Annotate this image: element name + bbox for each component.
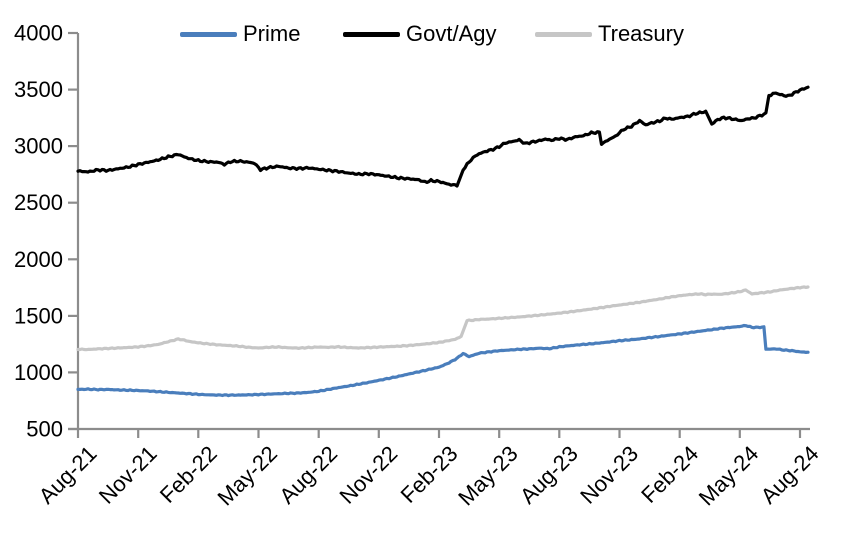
treasury-line: [76, 285, 810, 352]
legend-item-govt-agy: Govt/Agy: [343, 22, 496, 46]
x-axis-label: Nov-22: [335, 441, 403, 509]
x-axis-label: May-23: [453, 441, 523, 511]
legend-label-prime: Prime: [243, 21, 301, 46]
y-axis-label: 3000: [14, 134, 63, 159]
legend-label-govt-agy: Govt/Agy: [406, 21, 497, 46]
y-axis-label: 2500: [14, 190, 63, 215]
x-axis-label: Aug-23: [515, 441, 583, 509]
legend-item-prime: Prime: [180, 22, 300, 46]
govt-agy-line: [76, 85, 810, 188]
x-axis-label: Feb-22: [155, 441, 222, 508]
legend-item-treasury: Treasury: [535, 22, 684, 46]
govt-agy-line-swatch: [343, 31, 400, 37]
y-axis-label: 1000: [14, 360, 63, 385]
y-axis-label: 4000: [14, 21, 63, 46]
x-axis-label: Nov-23: [575, 441, 643, 509]
x-axis-label: Aug-24: [756, 441, 824, 509]
y-axis-label: 500: [26, 417, 63, 442]
treasury-line-swatch: [535, 31, 592, 37]
legend-label-treasury: Treasury: [598, 21, 684, 46]
y-axis-label: 2000: [14, 247, 63, 272]
x-axis-label: Feb-23: [396, 441, 463, 508]
axis-lines: [68, 33, 810, 431]
y-axis-label: 1500: [14, 303, 63, 328]
x-axis-label: Feb-24: [636, 441, 703, 508]
x-axis-label: Nov-21: [94, 441, 162, 509]
y-axis-label: 3500: [14, 77, 63, 102]
x-axis-label: May-24: [694, 441, 764, 511]
x-axis-label: May-22: [212, 441, 282, 511]
chart-legend: Prime Govt/Agy Treasury: [0, 0, 852, 48]
x-axis-label: Aug-22: [274, 441, 342, 509]
prime-line-swatch: [180, 31, 237, 37]
prime-line: [76, 323, 810, 398]
x-axis-label: Aug-21: [34, 441, 102, 509]
